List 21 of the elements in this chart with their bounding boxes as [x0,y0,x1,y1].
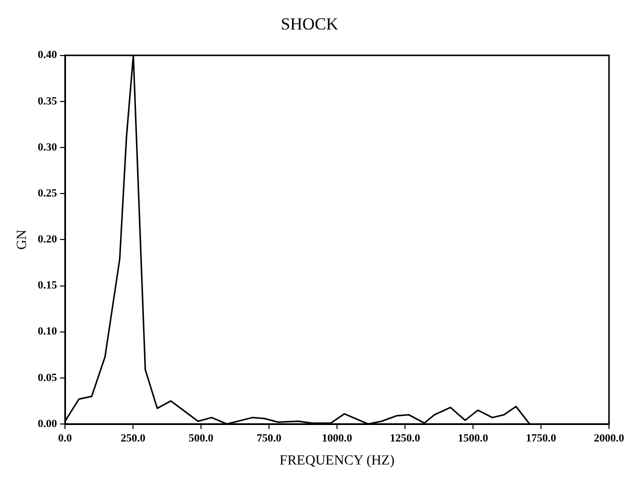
x-tick-label: 1250.0 [390,432,421,444]
y-tick-label: 0.05 [38,372,58,384]
y-tick-label: 0.20 [38,234,58,246]
x-tick-label: 750.0 [256,432,282,444]
x-tick-label: 1750.0 [526,432,557,444]
y-tick-label: 0.10 [38,326,58,338]
y-axis-title: GN [15,230,30,250]
y-tick-label: 0.25 [38,187,58,200]
chart-title: SHOCK [280,14,340,34]
x-axis-title: FREQUENCY (HZ) [280,453,395,468]
x-tick-label: 500.0 [188,432,214,444]
x-tick-label: 1500.0 [458,432,489,444]
y-tick-label: 0.40 [38,49,58,62]
y-tick-label: 0.00 [38,418,58,430]
x-tick-label: 0.0 [58,432,72,444]
y-tick-label: 0.15 [38,280,58,292]
x-tick-label: 2000.0 [594,432,625,444]
y-tick-label: 0.30 [38,141,58,154]
y-tick-label: 0.35 [38,95,58,108]
x-tick-label: 250.0 [120,432,146,444]
x-tick-label: 1000.0 [322,432,353,444]
